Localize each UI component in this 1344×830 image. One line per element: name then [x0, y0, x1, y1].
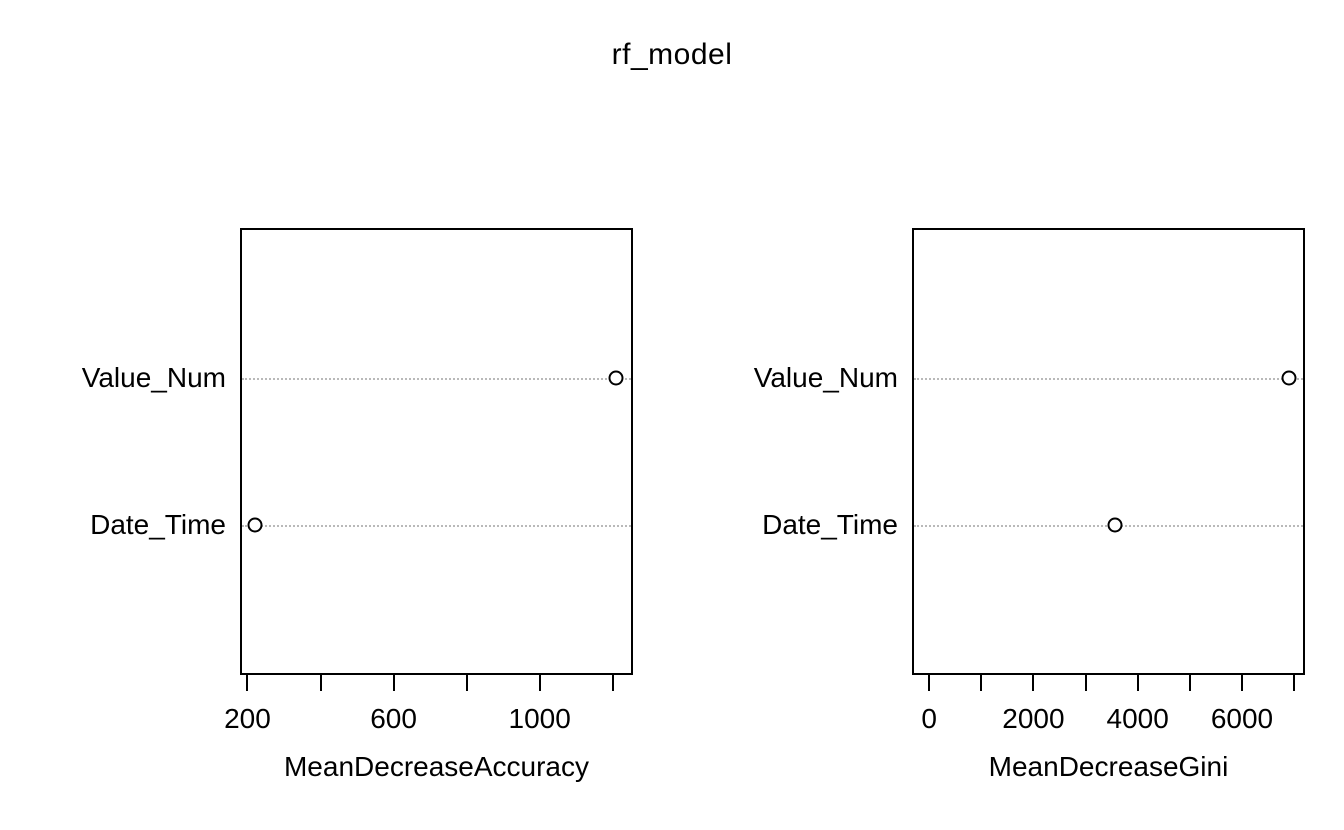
x-axis-tick: [1240, 673, 1243, 691]
x-axis-tick-label: 0: [921, 703, 937, 734]
category-label: Date_Time: [90, 509, 226, 541]
plot-mean-decrease-accuracy: Value_Num Date_Time 200 600 1000 MeanDecrease…: [82, 228, 633, 781]
data-point: [247, 517, 263, 533]
x-axis-tick: [319, 673, 322, 691]
x-axis-tick: [980, 673, 983, 691]
x-axis-tick: [392, 673, 395, 691]
x-axis-tick: [246, 673, 249, 691]
x-axis-tick: [1188, 673, 1191, 691]
x-axis-tick-label: 1000: [508, 703, 571, 734]
x-axis-tick-label: 200: [224, 703, 271, 734]
x-axis-tick: [538, 673, 541, 691]
data-point: [608, 370, 624, 386]
x-axis-title: MeanDecreaseAccuracy: [283, 751, 590, 782]
data-point: [1107, 517, 1123, 533]
category-label: Value_Num: [753, 361, 898, 393]
x-axis-tick: [1084, 673, 1087, 691]
x-axis-tick-label: 600: [370, 703, 417, 734]
x-axis-tick-label: 2000: [1002, 703, 1065, 734]
x-axis-tick: [928, 673, 931, 691]
x-axis-tick: [1293, 673, 1296, 691]
figure-title: rf_model: [611, 38, 733, 71]
grid-line: [914, 377, 1303, 380]
x-axis-tick-label: 6000: [1210, 703, 1274, 734]
x-axis-tick: [611, 673, 614, 691]
x-axis-tick-label: 4000: [1106, 703, 1169, 734]
x-axis-tick: [1136, 673, 1139, 691]
x-axis-tick: [465, 673, 468, 691]
x-axis-tick: [1032, 673, 1035, 691]
category-label: Date_Time: [762, 509, 898, 541]
data-point: [1281, 370, 1297, 386]
x-axis-title: MeanDecreaseGini: [988, 751, 1229, 782]
grid-line: [242, 377, 631, 380]
grid-line: [242, 525, 631, 528]
category-label: Value_Num: [81, 361, 226, 393]
plot-mean-decrease-gini: Value_Num Date_Time 0 2000 4000 6000 MeanDecre…: [754, 228, 1305, 781]
